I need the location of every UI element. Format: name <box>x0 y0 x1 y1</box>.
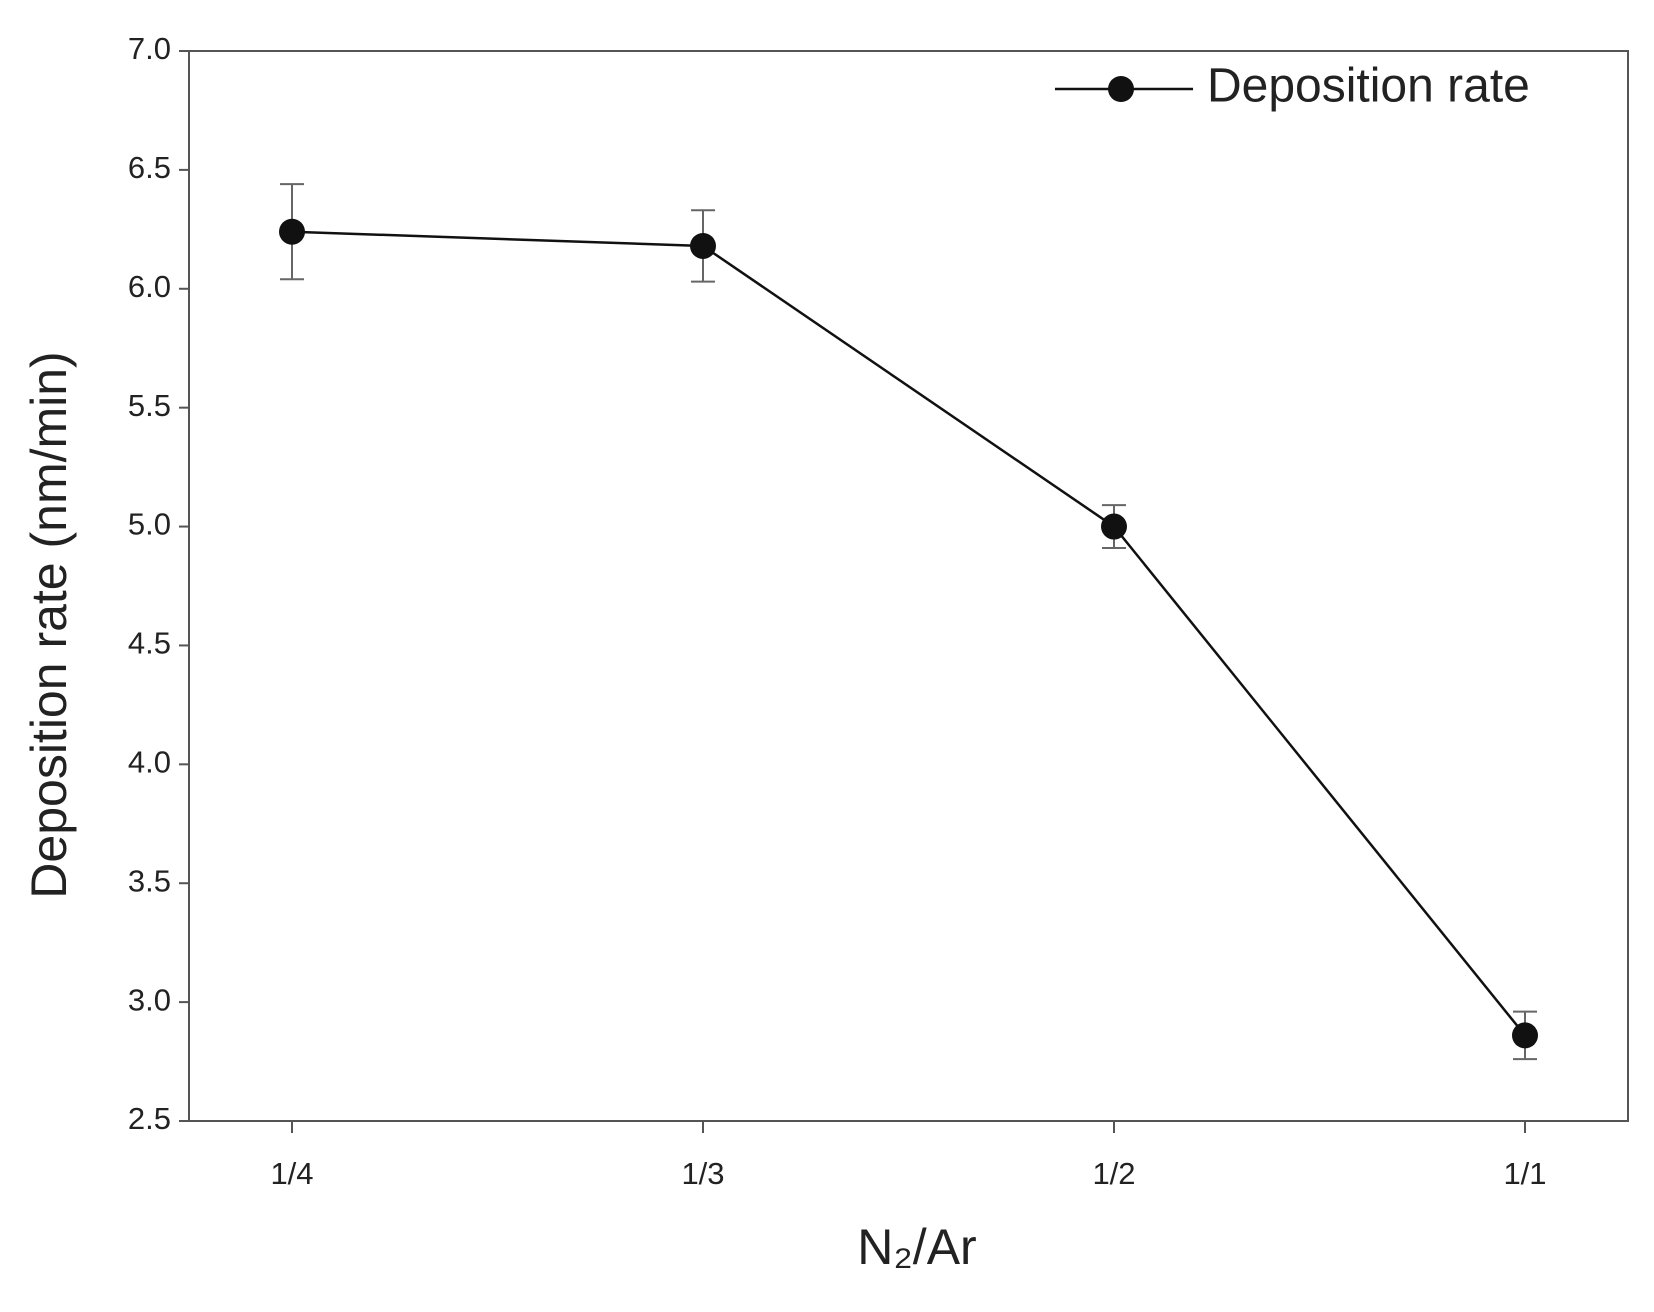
y-tick-label: 6.5 <box>128 150 171 185</box>
y-tick-label: 7.0 <box>128 31 171 66</box>
y-tick-label: 4.0 <box>128 745 171 780</box>
data-point <box>1101 513 1127 540</box>
x-axis-label: N₂/Ar <box>857 1219 976 1275</box>
x-tick-label: 1/2 <box>1092 1156 1135 1191</box>
data-point <box>279 218 305 245</box>
y-tick-label: 4.5 <box>128 626 171 661</box>
data-point <box>690 232 716 259</box>
data-line <box>291 230 1526 1037</box>
y-tick-label: 2.5 <box>128 1101 171 1136</box>
y-tick-label: 6.0 <box>128 269 171 304</box>
data-point <box>1512 1022 1538 1049</box>
legend-marker <box>1108 76 1134 102</box>
x-tick-label: 1/3 <box>681 1156 724 1191</box>
y-tick-label: 3.5 <box>128 863 171 898</box>
y-tick-label: 3.0 <box>128 982 171 1017</box>
legend-label: Deposition rate <box>1207 60 1530 113</box>
x-tick-label: 1/4 <box>270 1156 313 1191</box>
y-axis-label: Deposition rate (nm/min) <box>21 351 77 898</box>
y-tick-label: 5.0 <box>128 507 171 542</box>
y-tick-label: 5.5 <box>128 388 171 423</box>
plot-frame <box>188 50 1629 1122</box>
x-tick-label: 1/1 <box>1503 1156 1546 1191</box>
